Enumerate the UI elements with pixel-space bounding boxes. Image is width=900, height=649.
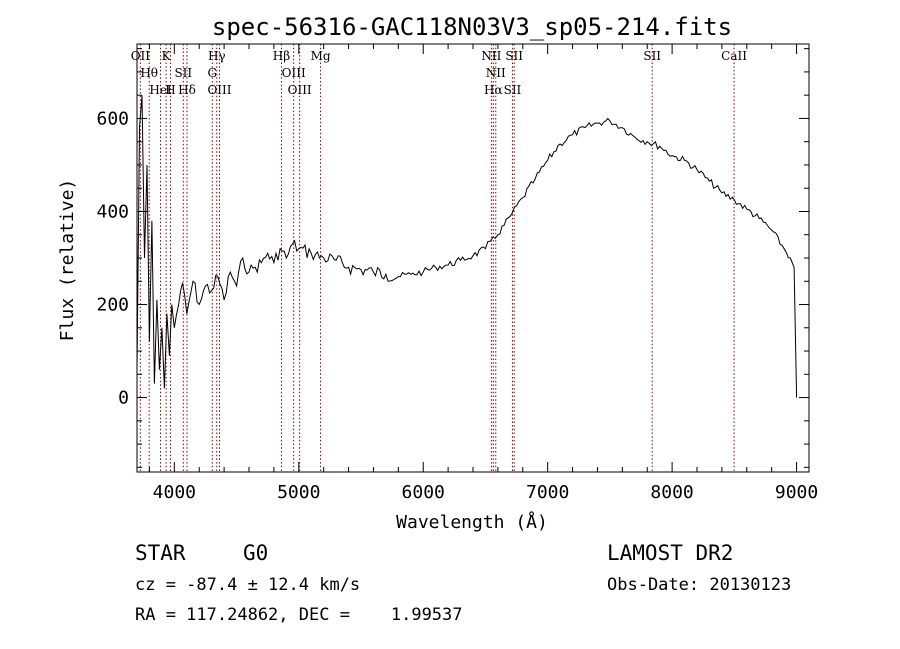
y-tick-label: 600 [96, 108, 129, 129]
spectral-line-label: Hβ [273, 49, 290, 63]
spectral-line-label: NII [481, 49, 501, 63]
spectral-line-label: H [165, 83, 175, 97]
spectral-line-label: NII [486, 66, 506, 80]
x-tick-label: 5000 [277, 482, 320, 503]
spectral-line-labels: OII Hθ HeI K H SII Hδ Hγ G OIII Hβ OIII OIII Mg NII NII… [131, 49, 748, 97]
x-tick-label: 6000 [402, 482, 445, 503]
y-tick-label: 200 [96, 295, 129, 316]
spectral-line-label: OII [131, 49, 151, 63]
spectral-line-label: Mg [311, 49, 331, 63]
redshift-info: cz = -87.4 ± 12.4 km/s [135, 575, 360, 595]
spectral-line-label: Hθ [140, 66, 158, 80]
x-axis-ticks: 4000 5000 6000 7000 8000 9000 [148, 44, 818, 503]
plot-frame [136, 43, 810, 473]
coordinates: RA = 117.24862, DEC = 1.99537 [135, 605, 463, 625]
spectral-line-label: G [207, 66, 217, 80]
spectral-line-label: Hδ [178, 83, 196, 97]
obs-date: Obs-Date: 20130123 [607, 575, 791, 595]
spectral-line-markers [139, 44, 735, 472]
spectral-line-label: SII [643, 49, 661, 63]
x-axis-label: Wavelength (Å) [396, 511, 548, 533]
spectral-line-label: K [162, 49, 172, 63]
y-axis-label: Flux (relative) [57, 179, 78, 342]
spectral-line-label: SII [174, 66, 192, 80]
x-tick-label: 9000 [775, 482, 818, 503]
survey-name: LAMOST DR2 [607, 541, 733, 565]
y-tick-label: 400 [96, 201, 129, 222]
spectral-line-label: OIII [207, 83, 231, 97]
y-tick-label: 0 [118, 388, 129, 409]
chart-title: spec-56316-GAC118N03V3_sp05-214.fits [212, 13, 732, 41]
object-class: STAR [135, 541, 186, 565]
spectral-line-label: CaII [721, 49, 747, 63]
spectral-line-label: Hα [484, 83, 503, 97]
spectral-line-label: SII [504, 83, 522, 97]
x-tick-label: 8000 [650, 482, 693, 503]
spectral-line-label: OIII [288, 83, 312, 97]
x-tick-label: 4000 [153, 482, 196, 503]
object-subclass: G0 [243, 541, 268, 565]
x-tick-label: 7000 [526, 482, 569, 503]
spectrum-line [136, 95, 798, 398]
y-axis-ticks: 0 200 400 600 [96, 48, 809, 468]
spectral-line-label: SII [505, 49, 523, 63]
spectral-line-label: OIII [282, 66, 306, 80]
spectral-line-label: Hγ [208, 49, 226, 63]
spectral-line-label: HeI [149, 83, 172, 97]
